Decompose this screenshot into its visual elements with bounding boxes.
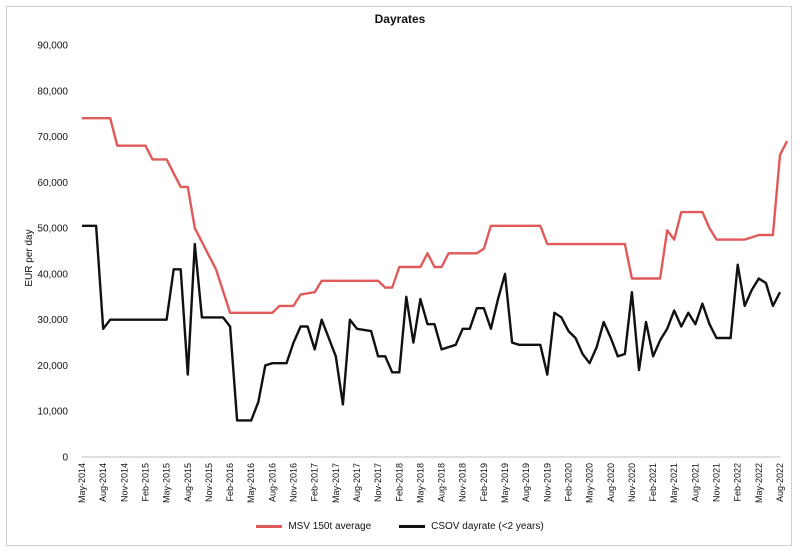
y-axis: 0 10,000 20,000 30,000 40,000 50,000 60,000 70,… bbox=[37, 41, 68, 464]
x-tick-label: Nov-2014 bbox=[119, 463, 129, 502]
x-tick-label: Nov-2020 bbox=[627, 463, 637, 502]
x-tick-label: May-2017 bbox=[331, 463, 341, 503]
x-tick-label: Aug-2022 bbox=[775, 463, 785, 502]
y-tick-label: 50,000 bbox=[37, 224, 68, 235]
legend-swatch-csov bbox=[399, 525, 426, 528]
chart-title: Dayrates bbox=[374, 12, 426, 26]
x-tick-label: Feb-2016 bbox=[225, 463, 235, 502]
x-tick-label: Feb-2018 bbox=[394, 463, 404, 502]
x-tick-label: Nov-2016 bbox=[289, 463, 299, 502]
x-tick-label: Aug-2020 bbox=[606, 463, 616, 502]
y-tick-label: 40,000 bbox=[37, 269, 68, 280]
x-tick-label: Aug-2015 bbox=[183, 463, 193, 502]
series-line-0 bbox=[82, 117, 789, 314]
x-tick-label: May-2022 bbox=[754, 463, 764, 503]
x-tick-label: Nov-2017 bbox=[373, 463, 383, 502]
legend-item-csov: CSOV dayrate (<2 years) bbox=[399, 521, 544, 532]
series-line-1 bbox=[82, 224, 782, 422]
legend-item-msv: MSV 150t average bbox=[256, 521, 371, 532]
x-tick-label: Nov-2021 bbox=[712, 463, 722, 502]
chart-legend: MSV 150t average CSOV dayrate (<2 years) bbox=[0, 521, 800, 532]
x-tick-label: Nov-2018 bbox=[458, 463, 468, 502]
x-tick-label: Feb-2022 bbox=[733, 463, 743, 502]
y-tick-label: 20,000 bbox=[37, 361, 68, 372]
x-tick-label: May-2018 bbox=[415, 463, 425, 503]
x-tick-label: Feb-2019 bbox=[479, 463, 489, 502]
x-tick-label: Aug-2019 bbox=[521, 463, 531, 502]
y-tick-label: 70,000 bbox=[37, 132, 68, 143]
x-tick-label: Aug-2017 bbox=[352, 463, 362, 502]
x-tick-label: May-2020 bbox=[585, 463, 595, 503]
x-tick-label: May-2019 bbox=[500, 463, 510, 503]
x-tick-label: Nov-2015 bbox=[204, 463, 214, 502]
x-tick-label: May-2016 bbox=[246, 463, 256, 503]
y-tick-label: 80,000 bbox=[37, 86, 68, 97]
x-tick-label: Feb-2020 bbox=[563, 463, 573, 502]
y-tick-label: 10,000 bbox=[37, 407, 68, 418]
legend-label-msv: MSV 150t average bbox=[288, 521, 372, 532]
x-tick-label: Aug-2014 bbox=[98, 463, 108, 502]
x-tick-label: Feb-2021 bbox=[648, 463, 658, 502]
x-tick-label: Aug-2021 bbox=[690, 463, 700, 502]
legend-label-csov: CSOV dayrate (<2 years) bbox=[431, 521, 544, 532]
x-tick-label: May-2015 bbox=[162, 463, 172, 503]
x-tick-label: Aug-2016 bbox=[267, 463, 277, 502]
y-tick-label: 0 bbox=[62, 453, 68, 464]
legend-swatch-msv bbox=[256, 525, 283, 528]
x-tick-label: May-2021 bbox=[669, 463, 679, 503]
series-lines bbox=[82, 117, 789, 422]
x-axis: May-2014 Aug-2014 Nov-2014 Feb-2015 May-2015… bbox=[77, 456, 785, 503]
y-axis-label: EUR per day bbox=[24, 229, 35, 286]
y-tick-label: 90,000 bbox=[37, 41, 68, 52]
x-tick-label: Feb-2017 bbox=[310, 463, 320, 502]
x-tick-label: Aug-2018 bbox=[437, 463, 447, 502]
x-tick-label: Feb-2015 bbox=[140, 463, 150, 502]
y-tick-label: 60,000 bbox=[37, 178, 68, 189]
x-tick-label: Nov-2019 bbox=[542, 463, 552, 502]
y-tick-label: 30,000 bbox=[37, 315, 68, 326]
x-tick-label: May-2014 bbox=[77, 463, 87, 503]
